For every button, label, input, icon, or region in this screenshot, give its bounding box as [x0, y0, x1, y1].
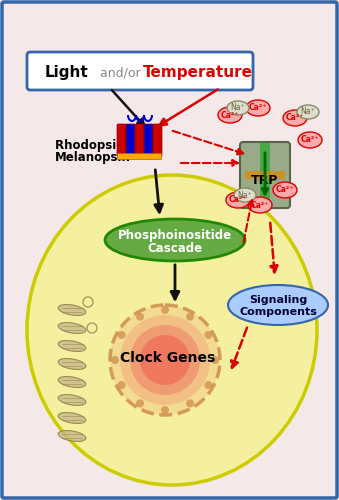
Ellipse shape: [226, 192, 250, 208]
Text: and/or: and/or: [96, 66, 145, 80]
Circle shape: [186, 312, 194, 320]
Text: Cascade: Cascade: [147, 242, 203, 254]
Text: Na⁺: Na⁺: [238, 190, 252, 200]
Text: Ca²⁺: Ca²⁺: [276, 186, 294, 194]
Text: Ca²⁺: Ca²⁺: [251, 200, 269, 209]
Ellipse shape: [273, 182, 297, 198]
Circle shape: [161, 406, 169, 414]
Circle shape: [211, 356, 219, 364]
Ellipse shape: [297, 105, 319, 119]
FancyBboxPatch shape: [118, 154, 161, 160]
Circle shape: [140, 335, 190, 385]
FancyBboxPatch shape: [126, 124, 135, 156]
Ellipse shape: [58, 394, 86, 406]
Circle shape: [111, 356, 119, 364]
Bar: [260, 143, 270, 207]
Text: Na⁺: Na⁺: [231, 104, 245, 112]
Ellipse shape: [248, 197, 272, 213]
Circle shape: [136, 400, 144, 407]
Ellipse shape: [246, 100, 270, 116]
Text: Melanopsin: Melanopsin: [55, 152, 131, 164]
Bar: [245, 171, 285, 179]
Circle shape: [136, 312, 144, 320]
Circle shape: [130, 325, 200, 395]
Ellipse shape: [234, 188, 256, 202]
Text: Ca²⁺: Ca²⁺: [301, 136, 319, 144]
Ellipse shape: [58, 430, 86, 442]
Text: Rhodopsin or: Rhodopsin or: [55, 138, 143, 151]
Circle shape: [118, 331, 126, 339]
Ellipse shape: [105, 219, 245, 261]
Circle shape: [204, 381, 212, 389]
FancyBboxPatch shape: [135, 124, 144, 156]
Text: Ca²⁺: Ca²⁺: [249, 104, 267, 112]
Text: Ca²⁺: Ca²⁺: [286, 114, 304, 122]
Circle shape: [120, 315, 210, 405]
Circle shape: [204, 331, 212, 339]
FancyBboxPatch shape: [117, 124, 126, 156]
Ellipse shape: [228, 285, 328, 325]
FancyBboxPatch shape: [240, 142, 290, 208]
Ellipse shape: [218, 107, 242, 123]
Text: Clock Genes: Clock Genes: [120, 351, 216, 365]
Text: Ca²⁺: Ca²⁺: [221, 110, 239, 120]
Ellipse shape: [58, 340, 86, 351]
FancyBboxPatch shape: [153, 124, 162, 156]
Ellipse shape: [58, 322, 86, 334]
Ellipse shape: [58, 304, 86, 316]
Text: Light: Light: [45, 66, 89, 80]
Text: Na⁺: Na⁺: [301, 108, 315, 116]
Text: Components: Components: [239, 307, 317, 317]
Ellipse shape: [58, 358, 86, 370]
Ellipse shape: [283, 110, 307, 126]
Ellipse shape: [58, 412, 86, 424]
Ellipse shape: [227, 101, 249, 115]
Circle shape: [118, 381, 126, 389]
Circle shape: [161, 306, 169, 314]
FancyBboxPatch shape: [27, 52, 253, 90]
Text: TRP: TRP: [251, 174, 279, 186]
Ellipse shape: [298, 132, 322, 148]
FancyBboxPatch shape: [144, 124, 153, 156]
Text: Phosphoinositide: Phosphoinositide: [118, 230, 232, 242]
Ellipse shape: [58, 376, 86, 388]
Circle shape: [186, 400, 194, 407]
Circle shape: [110, 305, 220, 415]
Text: Signaling: Signaling: [249, 295, 307, 305]
Text: Temperature: Temperature: [143, 66, 253, 80]
Text: Ca²⁺: Ca²⁺: [229, 196, 247, 204]
Ellipse shape: [27, 175, 317, 485]
